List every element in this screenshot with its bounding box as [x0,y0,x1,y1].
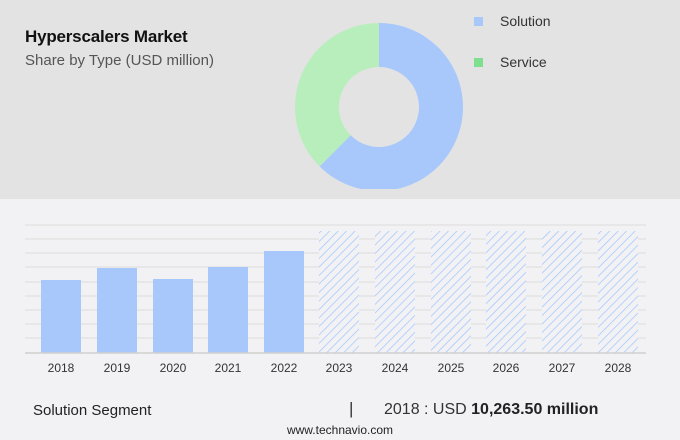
bar-2018[interactable] [41,280,81,353]
x-label-2021: 2021 [215,361,242,375]
x-label-2025: 2025 [438,361,465,375]
donut-slice-service[interactable] [294,22,379,167]
donut-slice-solution[interactable] [319,23,463,191]
bar-2020[interactable] [153,279,193,353]
bar-2021[interactable] [208,267,248,353]
legend-item-service[interactable]: Service [474,54,547,70]
segment-value-prefix: 2018 : USD [384,401,472,418]
bar-2028[interactable] [598,231,638,353]
x-axis-labels: 2018 2019 2020 2021 2022 2023 2024 2025 … [48,361,632,375]
donut-chart [294,22,463,191]
bar-2023[interactable] [319,231,359,353]
x-label-2024: 2024 [382,361,409,375]
legend-swatch-solution [474,16,483,26]
x-label-2020: 2020 [160,361,187,375]
legend-label-solution: Solution [500,13,551,29]
x-label-2026: 2026 [493,361,520,375]
legend-item-solution[interactable]: Solution [474,13,551,29]
x-label-2028: 2028 [605,361,632,375]
bar-2026[interactable] [486,231,526,353]
bar-2025[interactable] [431,231,471,353]
bar-2027[interactable] [542,231,582,353]
share-by-type-panel: Hyperscalers Market Share by Type (USD m… [0,0,680,199]
forecast-bars [319,231,638,353]
bar-2022[interactable] [264,251,304,353]
legend-label-service: Service [500,54,547,70]
actual-bars [41,251,304,353]
chart-subtitle: Share by Type (USD million) [25,52,214,69]
segment-label: Solution Segment [33,402,152,419]
legend-swatch-service [474,57,483,67]
bar-2024[interactable] [375,231,415,353]
source-link[interactable]: www.technavio.com [286,423,394,437]
x-label-2027: 2027 [549,361,576,375]
segment-value-amount: 10,263.50 million [471,401,599,418]
x-label-2018: 2018 [48,361,75,375]
bar-2019[interactable] [97,268,137,353]
x-label-2022: 2022 [271,361,298,375]
segment-value: 2018 : USD 10,263.50 million [384,401,598,419]
chart-title: Hyperscalers Market [25,27,188,46]
x-label-2023: 2023 [326,361,353,375]
x-label-2019: 2019 [104,361,131,375]
footer-separator: | [349,399,354,418]
